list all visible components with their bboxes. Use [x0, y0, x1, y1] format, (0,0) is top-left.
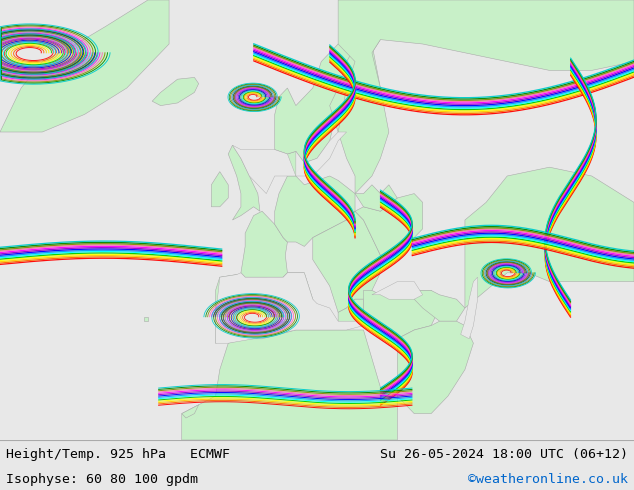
Polygon shape [275, 35, 380, 163]
Polygon shape [338, 0, 634, 194]
Polygon shape [0, 0, 169, 132]
Text: Isophyse: 60 80 100 gpdm: Isophyse: 60 80 100 gpdm [6, 472, 198, 486]
Polygon shape [182, 405, 198, 418]
Polygon shape [372, 282, 423, 299]
Polygon shape [313, 211, 380, 313]
Polygon shape [275, 149, 304, 176]
Polygon shape [283, 273, 321, 330]
Polygon shape [398, 321, 474, 414]
Polygon shape [355, 185, 398, 211]
Polygon shape [211, 172, 228, 207]
Polygon shape [228, 145, 260, 220]
Polygon shape [465, 167, 634, 308]
Polygon shape [144, 317, 148, 321]
Text: Su 26-05-2024 18:00 UTC (06+12): Su 26-05-2024 18:00 UTC (06+12) [380, 447, 628, 461]
Polygon shape [152, 77, 198, 106]
Polygon shape [347, 194, 423, 255]
Polygon shape [363, 291, 439, 339]
Text: Height/Temp. 925 hPa   ECMWF: Height/Temp. 925 hPa ECMWF [6, 447, 230, 461]
Polygon shape [216, 273, 372, 343]
Polygon shape [338, 299, 363, 330]
Polygon shape [296, 132, 347, 176]
Polygon shape [233, 145, 296, 194]
Polygon shape [414, 291, 465, 321]
Polygon shape [241, 211, 287, 277]
Polygon shape [330, 40, 380, 132]
Polygon shape [275, 176, 355, 246]
Polygon shape [182, 330, 398, 440]
Polygon shape [216, 274, 271, 343]
Polygon shape [461, 277, 477, 339]
Text: ©weatheronline.co.uk: ©weatheronline.co.uk [468, 472, 628, 486]
